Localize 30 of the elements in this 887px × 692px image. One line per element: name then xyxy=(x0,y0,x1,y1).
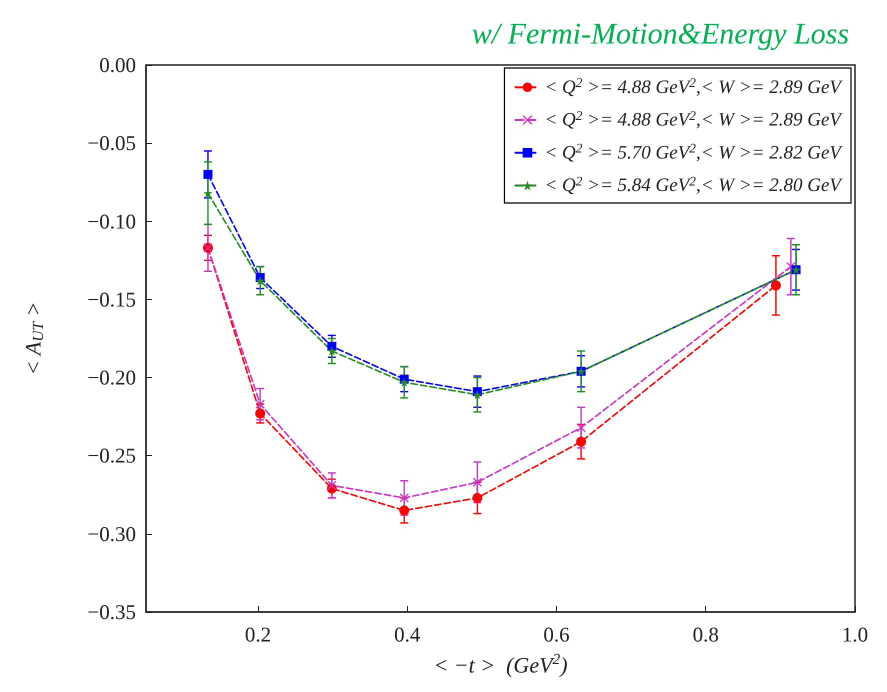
x-tick-label: 0.8 xyxy=(692,622,719,646)
point xyxy=(472,492,482,503)
y-tick-label: −0.30 xyxy=(87,522,136,546)
point xyxy=(256,276,265,286)
point xyxy=(203,170,212,179)
y-tick-label: 0.00 xyxy=(99,53,136,77)
x-tick-label: 0.4 xyxy=(394,622,421,646)
point xyxy=(256,400,265,409)
x-tick-label: 0.6 xyxy=(543,622,570,646)
y-tick-label: −0.20 xyxy=(87,366,136,390)
y-tick-label: −0.10 xyxy=(87,209,136,234)
y-tick-label: −0.15 xyxy=(87,287,136,312)
y-tick-label: −0.05 xyxy=(87,131,136,156)
point xyxy=(576,423,586,432)
point xyxy=(400,378,409,387)
point xyxy=(472,390,482,400)
chart-title: w/ Fermi-Motion&Energy Loss xyxy=(472,18,850,50)
point xyxy=(399,505,410,516)
point xyxy=(400,493,409,502)
x-tick-label: 0.2 xyxy=(244,622,272,646)
y-axis-title: < AUT > xyxy=(20,302,47,376)
y-tick-label: −0.35 xyxy=(87,600,136,624)
x-tick-label: 1.0 xyxy=(842,622,868,646)
point xyxy=(576,436,586,447)
y-tick-label: −0.25 xyxy=(87,444,136,468)
point xyxy=(327,346,336,356)
point xyxy=(255,408,266,419)
point xyxy=(472,478,482,487)
point xyxy=(770,280,781,290)
point xyxy=(327,480,336,490)
